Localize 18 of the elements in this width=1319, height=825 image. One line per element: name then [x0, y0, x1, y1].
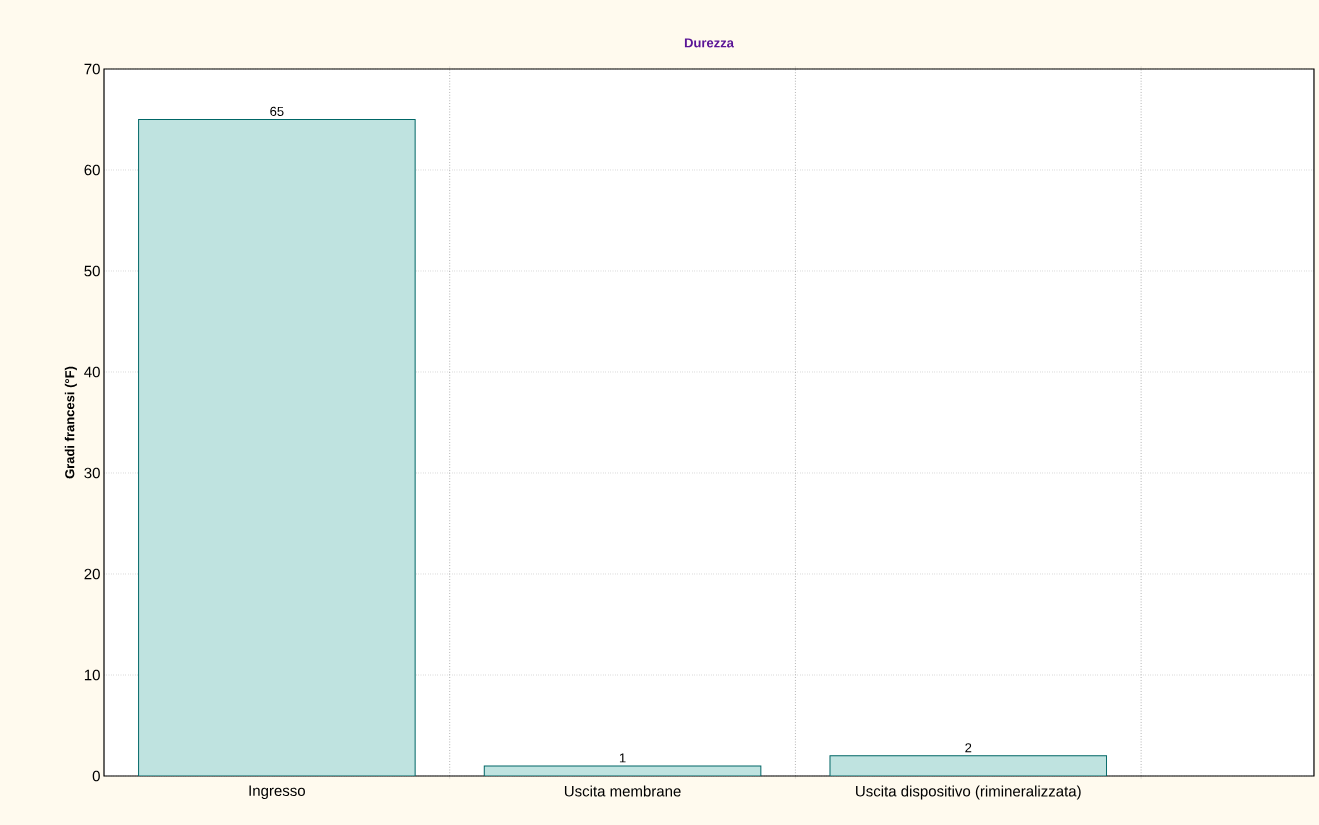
chart-title: Durezza [684, 38, 734, 48]
y-tick-label: 50 [84, 265, 100, 277]
y-tick-label: 20 [84, 568, 100, 580]
y-tick-label: 0 [92, 770, 100, 782]
y-tick-label: 60 [84, 164, 100, 176]
data-label: 65 [270, 106, 284, 116]
bar [138, 119, 416, 776]
bar [829, 755, 1108, 776]
data-label: 2 [965, 743, 972, 753]
y-tick-label: 70 [84, 63, 100, 75]
y-tick-label: 30 [84, 467, 100, 479]
y-tick-label: 40 [84, 366, 100, 378]
x-tick-label: Ingresso [249, 785, 305, 799]
y-tick-label: 10 [84, 669, 100, 681]
x-tick-label: Uscita membrane [564, 785, 681, 797]
y-axis-title: Gradi francesi (°F) [64, 366, 77, 479]
data-label: 1 [619, 753, 626, 763]
x-tick-label: Uscita dispositivo (rimineralizzata) [856, 785, 1081, 800]
